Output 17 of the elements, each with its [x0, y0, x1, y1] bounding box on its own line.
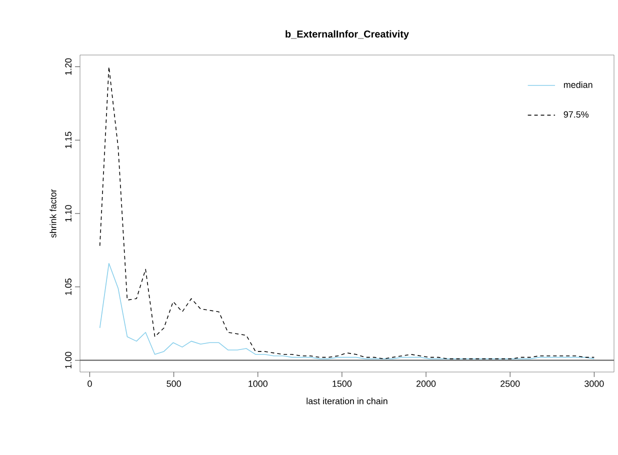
- x-tick-label: 500: [166, 380, 181, 387]
- y-tick-label: 1.10: [65, 205, 72, 222]
- legend-label: 97.5%: [564, 111, 589, 118]
- y-axis-title: shrink factor: [50, 189, 56, 238]
- x-tick-label: 2500: [500, 380, 520, 387]
- y-tick-label: 1.15: [65, 132, 72, 148]
- x-tick-label: 1000: [248, 380, 268, 387]
- x-tick-label: 1500: [332, 380, 352, 387]
- y-tick-label: 1.00: [65, 352, 72, 368]
- y-tick-label: 1.20: [65, 58, 72, 75]
- x-axis-title: last iteration in chain: [306, 398, 388, 404]
- chart-title: b_ExternalInfor_Creativity: [286, 30, 409, 40]
- x-tick-label: 3000: [584, 380, 604, 387]
- x-tick-label: 0: [88, 380, 92, 387]
- legend-label: median: [564, 81, 592, 88]
- x-tick-label: 2000: [416, 380, 436, 387]
- y-tick-label: 1.05: [65, 278, 72, 295]
